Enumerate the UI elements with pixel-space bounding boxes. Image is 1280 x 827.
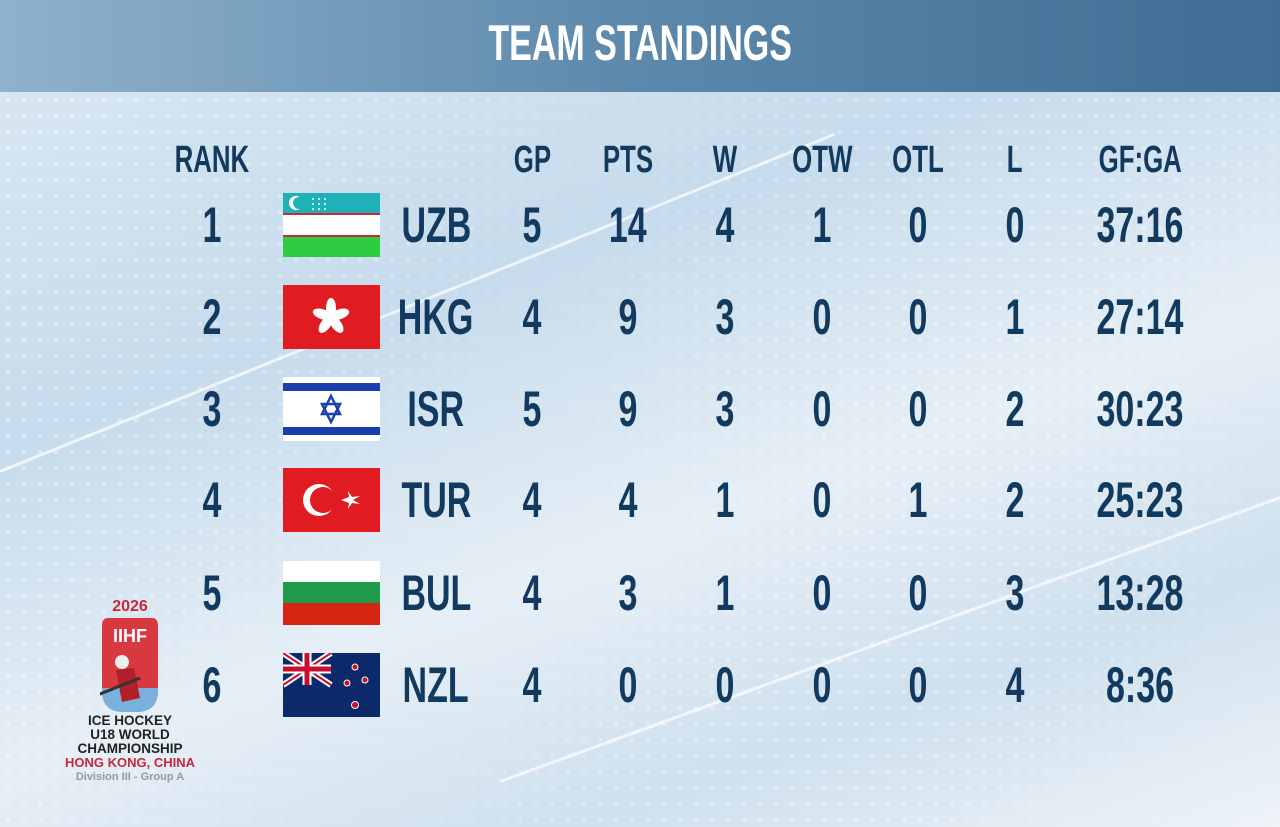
cell-w: 3 (715, 381, 735, 437)
logo-line-1: ICE HOCKEY (87, 713, 172, 728)
turkey-flag-icon (283, 468, 380, 532)
uzbekistan-flag-icon (283, 193, 380, 257)
cell-pts: 9 (618, 381, 638, 437)
cell-otw: 1 (812, 197, 832, 253)
cell-pts: 14 (609, 197, 647, 253)
column-header-gp: GP (513, 139, 551, 181)
column-header-gfga: GF:GA (1098, 139, 1182, 181)
cell-otw: 0 (812, 289, 832, 345)
cell-otw: 0 (812, 657, 832, 713)
cell-otl: 0 (908, 381, 928, 437)
cell-w: 3 (715, 289, 735, 345)
cell-gfga: 27:14 (1096, 289, 1184, 345)
column-header-otw: OTW (791, 139, 853, 181)
logo-line-3: CHAMPIONSHIP (77, 741, 183, 756)
column-header-l: L (1007, 139, 1023, 181)
cell-otl: 0 (908, 565, 928, 621)
cell-rank: 3 (202, 381, 222, 437)
cell-otw: 0 (812, 565, 832, 621)
cell-otw: 0 (812, 472, 832, 528)
logo-location: HONG KONG, CHINA (65, 755, 195, 770)
cell-l: 3 (1005, 565, 1025, 621)
cell-gfga: 25:23 (1096, 472, 1184, 528)
logo-brand-text: IIHF (113, 626, 147, 646)
cell-team: UZB (401, 197, 471, 253)
cell-gp: 4 (522, 565, 542, 621)
cell-gfga: 30:23 (1096, 381, 1184, 437)
cell-pts: 4 (618, 472, 638, 528)
israel-flag-icon (283, 377, 380, 441)
bulgaria-flag-icon (283, 561, 380, 625)
cell-l: 4 (1005, 657, 1025, 713)
cell-pts: 3 (618, 565, 638, 621)
cell-l: 0 (1005, 197, 1025, 253)
cell-team: HKG (398, 289, 474, 345)
hong-kong-flag-icon (283, 285, 380, 349)
event-logo: 2026 IIHF ICE HOCKEY U18 WORLD CHAMPIONS… (40, 598, 220, 784)
column-header-otl: OTL (892, 139, 944, 181)
cell-gp: 4 (522, 472, 542, 528)
cell-rank: 6 (202, 657, 222, 713)
cell-rank: 1 (202, 197, 222, 253)
cell-gfga: 37:16 (1096, 197, 1184, 253)
column-header-pts: PTS (602, 139, 654, 181)
cell-rank: 2 (202, 289, 222, 345)
cell-gp: 5 (522, 197, 542, 253)
title-banner: TEAM STANDINGS (0, 0, 1280, 92)
logo-line-2: U18 WORLD (90, 727, 170, 742)
cell-gp: 5 (522, 381, 542, 437)
page-title: TEAM STANDINGS (488, 15, 792, 71)
cell-l: 2 (1005, 472, 1025, 528)
cell-otl: 1 (908, 472, 928, 528)
cell-otw: 0 (812, 381, 832, 437)
cell-otl: 0 (908, 657, 928, 713)
cell-w: 0 (715, 657, 735, 713)
cell-otl: 0 (908, 197, 928, 253)
logo-year: 2026 (112, 598, 148, 615)
cell-team: ISR (407, 381, 465, 437)
cell-l: 2 (1005, 381, 1025, 437)
column-header-w: W (712, 139, 738, 181)
cell-rank: 4 (202, 472, 222, 528)
logo-division: Division III - Group A (75, 771, 185, 783)
new-zealand-flag-icon (283, 653, 380, 717)
cell-pts: 9 (618, 289, 638, 345)
cell-pts: 0 (618, 657, 638, 713)
cell-team: BUL (401, 565, 471, 621)
cell-otl: 0 (908, 289, 928, 345)
cell-gfga: 8:36 (1105, 657, 1175, 713)
cell-w: 1 (715, 565, 735, 621)
cell-gp: 4 (522, 657, 542, 713)
cell-gp: 4 (522, 289, 542, 345)
cell-w: 4 (715, 197, 735, 253)
cell-gfga: 13:28 (1096, 565, 1184, 621)
cell-team: NZL (402, 657, 470, 713)
iihf-logo-icon: IIHF (100, 618, 158, 712)
cell-team: TUR (401, 472, 471, 528)
cell-w: 1 (715, 472, 735, 528)
column-header-rank: RANK (174, 139, 250, 181)
cell-l: 1 (1005, 289, 1025, 345)
cell-rank: 5 (202, 565, 222, 621)
